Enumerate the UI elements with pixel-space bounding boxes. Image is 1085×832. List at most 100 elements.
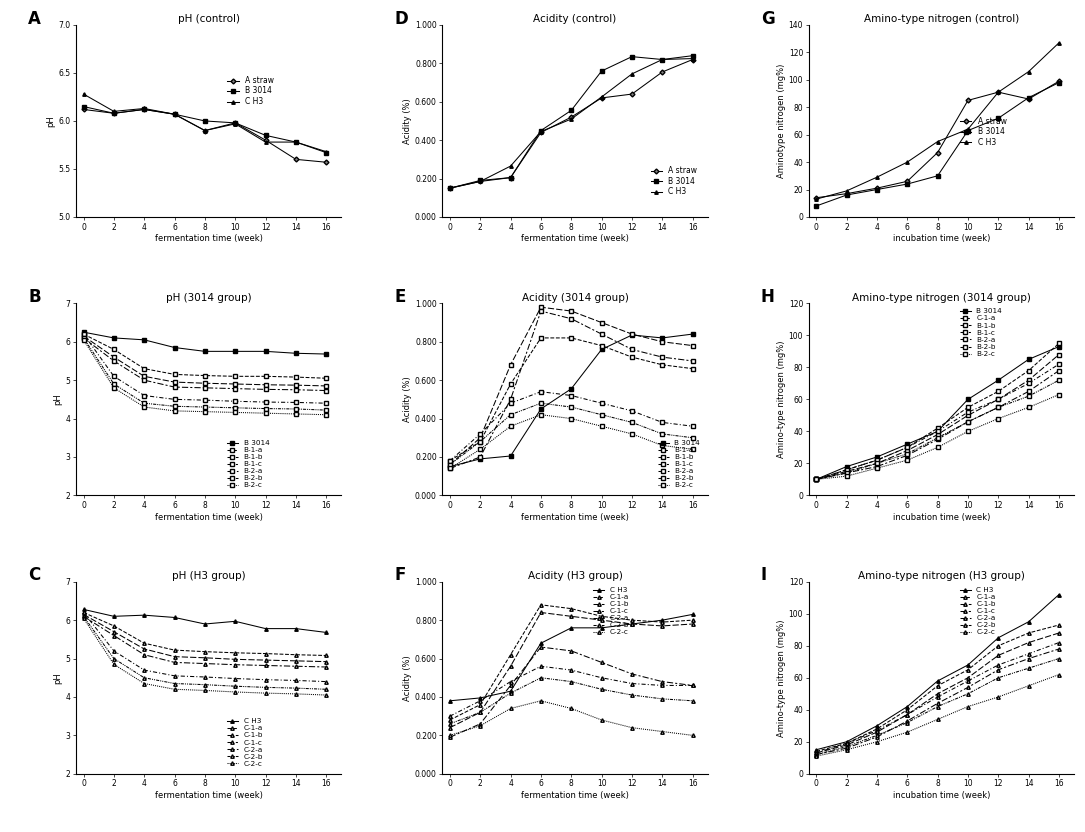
C-1-c <box>320 662 333 672</box>
C H3 <box>961 660 974 670</box>
C-2-a <box>992 660 1005 670</box>
C-2-a <box>961 676 974 686</box>
Legend: C H3, C-1-a, C-1-b, C-1-c, C-2-a, C-2-b, C-2-c: C H3, C-1-a, C-1-b, C-1-c, C-2-a, C-2-b,… <box>592 586 631 636</box>
C H3 <box>229 119 242 129</box>
C-1-c <box>1022 654 1035 664</box>
C-1-a <box>961 403 974 413</box>
B-1-a <box>77 329 90 339</box>
C-1-c <box>1052 644 1065 654</box>
C-1-b <box>840 740 853 750</box>
C-2-b <box>901 717 914 727</box>
C-2-b <box>474 707 487 717</box>
C-2-a <box>444 711 457 721</box>
Line: B-1-b: B-1-b <box>815 353 1061 481</box>
C-2-b <box>535 673 548 683</box>
Title: Acidity (H3 group): Acidity (H3 group) <box>527 571 623 581</box>
C-1-c <box>259 661 272 671</box>
C-1-a <box>229 648 242 658</box>
C-1-b <box>77 609 90 619</box>
C-2-a <box>77 607 90 617</box>
C-1-a <box>931 681 944 691</box>
C-2-a <box>655 681 668 691</box>
A straw <box>809 193 822 203</box>
B 3014 <box>1052 77 1065 87</box>
B 3014 <box>77 102 90 111</box>
Title: Acidity (control): Acidity (control) <box>534 14 616 24</box>
Text: G: G <box>761 10 775 27</box>
B 3014 <box>259 346 272 356</box>
B-2-a <box>931 426 944 436</box>
Text: B: B <box>28 288 41 306</box>
B-1-b <box>595 318 608 328</box>
C-1-a <box>138 638 151 648</box>
C-1-c <box>931 698 944 708</box>
C-2-c <box>77 613 90 623</box>
Line: B-2-c: B-2-c <box>448 413 694 470</box>
B-1-b <box>535 302 548 312</box>
C-1-b <box>565 612 578 622</box>
C-1-a <box>686 615 699 625</box>
C H3 <box>565 623 578 633</box>
C H3 <box>595 92 608 102</box>
B-1-b <box>290 380 303 390</box>
B 3014 <box>840 462 853 472</box>
C H3 <box>931 676 944 686</box>
B 3014 <box>809 474 822 484</box>
B 3014 <box>259 131 272 141</box>
B-2-c <box>686 444 699 454</box>
Line: B-2-c: B-2-c <box>815 393 1061 481</box>
X-axis label: fermentation time (week): fermentation time (week) <box>155 791 263 800</box>
Legend: C H3, C-1-a, C-1-b, C-1-c, C-2-a, C-2-b, C-2-c: C H3, C-1-a, C-1-b, C-1-c, C-2-a, C-2-b,… <box>958 586 997 636</box>
C-1-c <box>505 681 518 691</box>
B-1-c <box>686 356 699 366</box>
C-2-c <box>107 659 120 669</box>
C H3 <box>686 609 699 619</box>
C-1-c <box>229 660 242 670</box>
B-1-c <box>565 314 578 324</box>
A straw <box>138 105 151 115</box>
A straw <box>320 157 333 167</box>
C-1-c <box>840 743 853 753</box>
Title: Amino-type nitrogen (3014 group): Amino-type nitrogen (3014 group) <box>852 293 1031 303</box>
C H3 <box>931 136 944 146</box>
C-2-c <box>625 723 638 733</box>
C-1-b <box>961 673 974 683</box>
C-2-c <box>320 690 333 700</box>
Line: C-1-a: C-1-a <box>81 611 328 657</box>
C-2-c <box>229 687 242 697</box>
B-1-b <box>625 329 638 339</box>
B 3014 <box>565 384 578 394</box>
B-1-c <box>840 468 853 478</box>
C-1-c <box>961 682 974 692</box>
C-1-c <box>444 732 457 742</box>
A straw <box>1052 77 1065 87</box>
C-1-a <box>655 617 668 627</box>
Legend: A straw, B 3014, C H3: A straw, B 3014, C H3 <box>226 74 276 107</box>
C H3 <box>655 55 668 65</box>
B-2-c <box>870 463 883 473</box>
C-2-a <box>1022 649 1035 659</box>
Line: B-1-c: B-1-c <box>81 336 328 392</box>
Y-axis label: Acidity (%): Acidity (%) <box>404 98 412 144</box>
C-2-c <box>290 689 303 699</box>
B-2-a <box>655 418 668 428</box>
Text: F: F <box>395 567 406 584</box>
A straw <box>290 155 303 165</box>
B-1-b <box>320 381 333 391</box>
A straw <box>625 89 638 99</box>
B-2-c <box>931 443 944 453</box>
B-1-c <box>595 329 608 339</box>
B-2-b <box>168 401 181 411</box>
B-2-b <box>655 429 668 439</box>
C-2-b <box>1022 663 1035 673</box>
C-2-c <box>901 727 914 737</box>
B-2-b <box>565 402 578 412</box>
B-1-c <box>1022 386 1035 396</box>
B-2-a <box>320 399 333 409</box>
C H3 <box>901 701 914 711</box>
Line: B 3014: B 3014 <box>81 105 328 155</box>
B-2-a <box>565 390 578 400</box>
Line: C-1-a: C-1-a <box>815 623 1061 753</box>
C H3 <box>199 619 212 629</box>
B-1-b <box>259 379 272 389</box>
